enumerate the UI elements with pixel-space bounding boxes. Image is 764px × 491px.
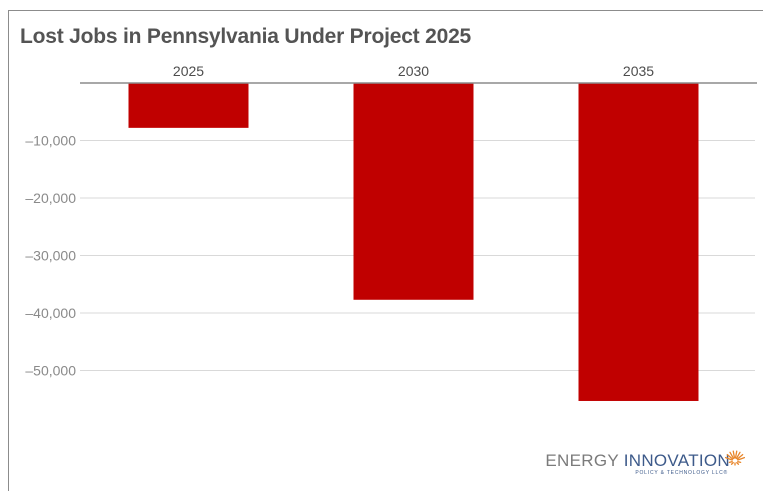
energy-innovation-logo: ENERGY INNOVATION POLICY & TECHNOLOGY LL… (545, 450, 746, 481)
sun-icon (724, 450, 746, 466)
y-tick-label: –40,000 (25, 305, 76, 321)
logo-word-energy: ENERGY (545, 451, 619, 470)
logo-word-innovation: INNOVATION (623, 451, 730, 470)
x-tick-label: 2030 (398, 63, 429, 79)
y-tick-label: –30,000 (25, 248, 76, 264)
bar (128, 83, 249, 128)
bar (578, 83, 699, 401)
x-tick-label: 2025 (173, 63, 204, 79)
x-tick-label: 2035 (623, 63, 654, 79)
chart-title: Lost Jobs in Pennsylvania Under Project … (20, 25, 472, 48)
logo-wordmark: ENERGY INNOVATION (545, 451, 730, 471)
y-tick-label: –50,000 (25, 363, 76, 379)
y-tick-label: –20,000 (25, 190, 76, 206)
bar (353, 83, 474, 300)
logo-subtitle: POLICY & TECHNOLOGY LLC® (635, 470, 728, 476)
y-tick-label: –10,000 (25, 133, 76, 149)
